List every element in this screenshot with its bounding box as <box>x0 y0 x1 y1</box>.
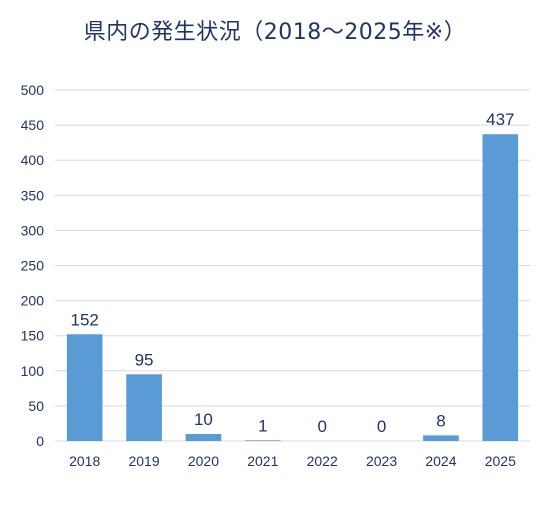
data-label: 8 <box>436 411 445 430</box>
x-axis-ticks: 2018 2019 2020 2021 2022 2023 2024 2025 <box>69 453 516 469</box>
y-tick-label: 350 <box>21 187 45 203</box>
x-tick-label: 2024 <box>425 453 456 469</box>
y-tick-label: 300 <box>21 222 45 238</box>
x-tick-label: 2019 <box>128 453 159 469</box>
y-tick-label: 500 <box>21 82 45 98</box>
bar-2018 <box>66 334 103 441</box>
y-tick-label: 250 <box>21 258 45 274</box>
y-tick-label: 50 <box>28 398 44 414</box>
data-label: 0 <box>377 417 386 436</box>
x-tick-label: 2023 <box>366 453 397 469</box>
chart-title: 県内の発生状況（2018～2025年※） <box>83 20 467 45</box>
data-label: 10 <box>194 410 213 429</box>
bar-2021 <box>245 440 281 441</box>
y-tick-label: 0 <box>36 433 44 449</box>
gridlines <box>55 89 530 442</box>
bar-2019 <box>126 374 162 441</box>
y-tick-label: 400 <box>21 152 45 168</box>
y-tick-label: 450 <box>21 117 45 133</box>
y-tick-label: 100 <box>21 363 45 379</box>
data-label: 1 <box>258 416 267 435</box>
x-tick-label: 2021 <box>247 453 278 469</box>
y-tick-label: 150 <box>21 328 45 344</box>
data-label: 437 <box>486 110 514 129</box>
x-tick-label: 2025 <box>485 453 516 469</box>
data-label: 95 <box>135 350 154 369</box>
bar-2024 <box>423 435 459 441</box>
bar-2025 <box>482 134 519 441</box>
y-axis-ticks: 0 50 100 150 200 250 300 350 400 450 500 <box>21 82 45 449</box>
x-tick-label: 2022 <box>307 453 338 469</box>
bar-2020 <box>185 433 222 441</box>
data-label: 0 <box>317 417 326 436</box>
bars <box>66 134 519 441</box>
data-label: 152 <box>71 310 99 329</box>
y-tick-label: 200 <box>21 293 45 309</box>
x-tick-label: 2020 <box>188 453 219 469</box>
x-tick-label: 2018 <box>69 453 100 469</box>
